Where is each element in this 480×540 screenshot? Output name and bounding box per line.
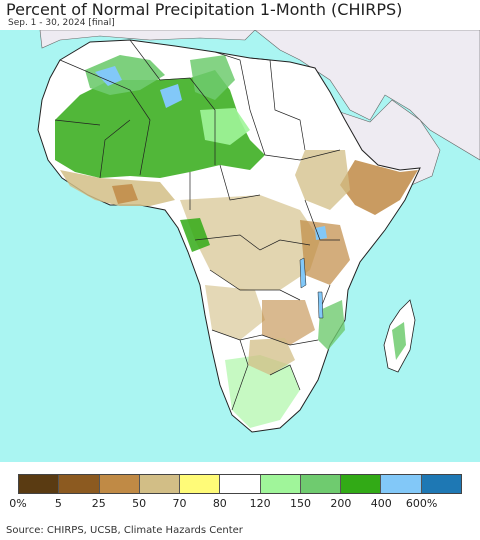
legend-swatch	[341, 475, 382, 493]
europe-region	[39, 30, 256, 49]
map-subtitle: Sep. 1 - 30, 2024 [final]	[8, 18, 115, 28]
legend-swatch	[300, 475, 342, 493]
legend-tick-label: 0%	[9, 497, 27, 510]
legend-swatch	[99, 475, 140, 493]
legend-tick-label: 5	[54, 497, 62, 510]
legend-swatch	[180, 475, 221, 493]
legend-tick-label: 400	[370, 497, 392, 510]
precipitation-map	[0, 30, 480, 462]
legend-swatch	[19, 475, 60, 493]
kalahari-dry	[248, 338, 295, 375]
libya-wet-patch	[190, 55, 235, 100]
legend-tick-label: 70	[172, 497, 187, 510]
lake-tanganyika	[299, 257, 307, 289]
mali-blue-patch	[95, 66, 122, 86]
country-borders	[54, 39, 341, 411]
legend-swatch	[139, 475, 181, 493]
legend-swatch	[220, 475, 261, 493]
zambia-dry	[262, 300, 315, 345]
madagascar-green	[392, 322, 406, 360]
legend-tick-label: 600%	[405, 497, 438, 510]
lake-victoria	[315, 226, 327, 240]
mozambique-green	[318, 300, 345, 350]
middle-east-region	[254, 30, 480, 161]
horn-dry	[340, 160, 418, 215]
legend-colorbar	[18, 474, 462, 494]
legend-ticks: 0% 5 25 50 70 80 120 150 200 400 600%	[0, 497, 480, 511]
south-africa-mixed	[225, 355, 300, 428]
east-africa-dry	[300, 220, 350, 285]
sahara-wet-patch	[85, 55, 165, 95]
legend-tick-label: 50	[132, 497, 147, 510]
gabon-green	[180, 218, 210, 252]
legend-swatch	[381, 475, 422, 493]
legend-tick-label: 80	[212, 497, 227, 510]
legend-tick-label: 25	[91, 497, 106, 510]
map-title: Percent of Normal Precipitation 1-Month …	[6, 0, 403, 19]
chad-light-green	[200, 108, 250, 145]
legend-swatch	[421, 475, 461, 493]
niger-blue-patch	[160, 84, 182, 108]
legend-tick-label: 120	[249, 497, 271, 510]
legend-tick-label: 200	[330, 497, 352, 510]
legend-swatch	[260, 475, 301, 493]
ethiopia-mixed	[295, 150, 350, 210]
source-credit: Source: CHIRPS, UCSB, Climate Hazards Ce…	[6, 525, 243, 536]
lake-malawi	[317, 291, 324, 319]
legend-tick-label: 150	[290, 497, 312, 510]
angola-mixed	[205, 285, 265, 340]
legend-swatch	[59, 475, 100, 493]
ghana-dry-patch	[112, 184, 138, 204]
